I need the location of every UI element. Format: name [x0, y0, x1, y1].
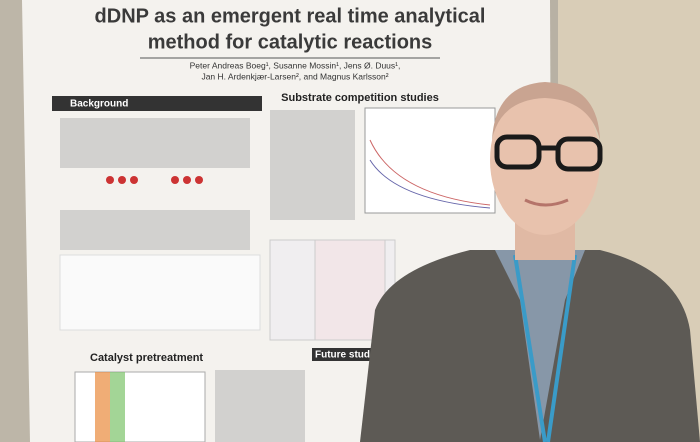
decay-plot [364, 107, 496, 214]
highlight-band [95, 372, 110, 442]
spectrum-plot [314, 239, 386, 341]
glasses [494, 134, 603, 172]
shirt [495, 250, 585, 440]
text-block [60, 110, 355, 250]
highlight-band [110, 372, 125, 442]
section-header: Catalyst pretreatment [90, 352, 203, 364]
reaction-scheme [59, 254, 261, 331]
authors: Jan H. Ardenkjær-Larsen², and Magnus Kar… [201, 71, 388, 81]
section-header-bar [52, 96, 262, 111]
decay-curve [369, 159, 491, 209]
section-header: Background [70, 99, 128, 110]
section-header: Future studie [315, 350, 379, 361]
pretreat-plot [74, 371, 206, 442]
section-header-bar [312, 348, 382, 361]
hair [492, 82, 600, 140]
section-header: Substrate competition studies [281, 92, 439, 104]
authors: Peter Andreas Boeg¹, Susanne Mossin¹, Je… [190, 60, 401, 70]
lanyard [513, 254, 577, 442]
face [490, 85, 600, 235]
poster-title: method for catalytic reactions [148, 31, 433, 53]
text-block [215, 370, 305, 442]
mouth [524, 198, 569, 207]
decay-curve [369, 139, 491, 206]
spin-diagram [106, 176, 203, 184]
poster-title: dDNP as an emergent real time analytical [95, 5, 486, 27]
